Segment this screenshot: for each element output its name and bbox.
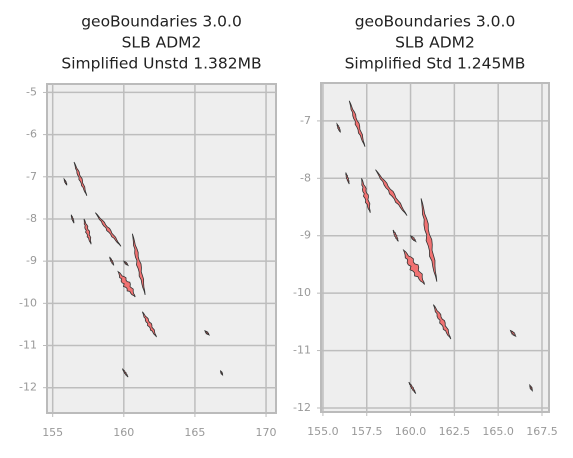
island [70, 214, 75, 224]
island [402, 248, 425, 285]
y-tick-label: -9 [300, 229, 311, 242]
island [141, 311, 157, 338]
chart-title: Simplified Std 1.245MB [345, 55, 526, 73]
x-tick-label: 162.5 [439, 425, 471, 438]
y-tick-label: -9 [26, 254, 37, 267]
island [63, 177, 68, 186]
island [109, 256, 115, 266]
y-tick-label: -10 [19, 296, 37, 309]
island [348, 100, 366, 147]
island [509, 329, 517, 338]
x-tick-label: 155 [42, 426, 63, 439]
x-tick-label: 165.0 [482, 425, 514, 438]
island [392, 229, 399, 242]
chart-title: geoBoundaries 3.0.0 [81, 13, 242, 31]
y-tick-label: -5 [26, 85, 37, 98]
island [408, 381, 417, 394]
x-tick-label: 170 [256, 426, 277, 439]
island [529, 384, 533, 393]
island [95, 212, 122, 247]
island [375, 169, 408, 216]
chart-title: SLB ADM2 [122, 34, 202, 52]
chart-title: Simplified Unstd 1.382MB [61, 55, 261, 73]
island [131, 233, 146, 295]
y-tick-label: -8 [300, 171, 311, 184]
island [432, 304, 452, 340]
island [83, 218, 92, 245]
chart-title: geoBoundaries 3.0.0 [355, 13, 516, 31]
x-tick-label: 167.5 [526, 425, 558, 438]
x-tick-label: 165 [184, 426, 205, 439]
island [204, 330, 210, 336]
y-tick-label: -8 [26, 212, 37, 225]
y-tick-label: -11 [19, 339, 37, 352]
y-tick-label: -7 [300, 114, 311, 127]
island [122, 368, 129, 378]
y-tick-label: -10 [293, 286, 311, 299]
y-tick-label: -7 [26, 170, 37, 183]
island [73, 161, 88, 196]
y-tick-label: -12 [19, 381, 37, 394]
plot-area [320, 82, 550, 413]
island [219, 369, 224, 377]
island [336, 122, 341, 133]
island [117, 270, 136, 298]
y-tick-label: -6 [26, 128, 37, 141]
x-tick-label: 157.5 [351, 425, 383, 438]
island [345, 172, 350, 185]
y-tick-label: -11 [293, 344, 311, 357]
island [361, 178, 371, 213]
island [420, 198, 438, 282]
chart-title: SLB ADM2 [395, 34, 475, 52]
x-tick-label: 160.0 [395, 425, 427, 438]
island [122, 260, 129, 267]
x-tick-label: 155.0 [307, 425, 339, 438]
plot-area [46, 83, 277, 414]
y-tick-label: -12 [293, 401, 311, 414]
x-tick-label: 160 [113, 426, 134, 439]
island [409, 234, 417, 243]
